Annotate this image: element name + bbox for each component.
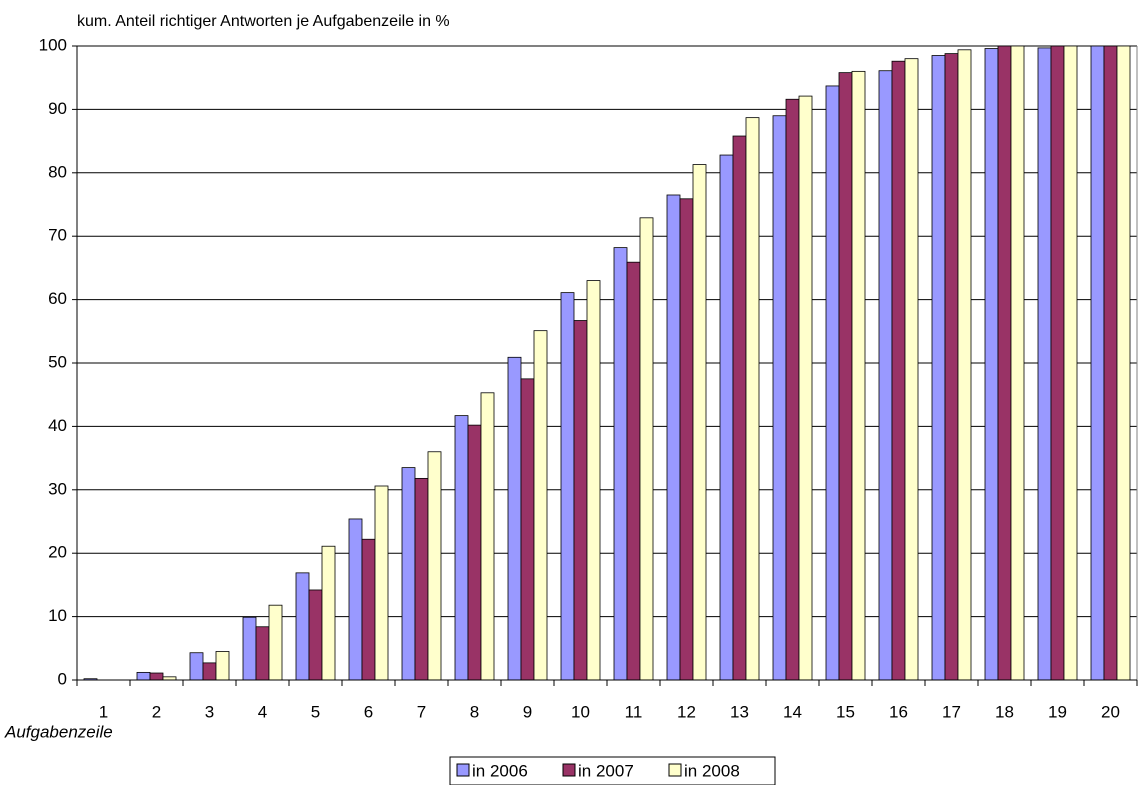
- x-tick-label: 18: [995, 702, 1014, 721]
- y-tick-label: 80: [48, 162, 67, 181]
- bar: [825, 85, 840, 681]
- y-tick-label: 70: [48, 226, 67, 245]
- bar: [613, 247, 628, 681]
- x-tick-label: 9: [523, 702, 532, 721]
- bar: [454, 415, 469, 681]
- bar: [401, 467, 416, 681]
- bar: [745, 117, 760, 681]
- bar: [679, 198, 694, 681]
- bar: [692, 164, 707, 681]
- bar: [202, 662, 217, 681]
- bar: [308, 589, 323, 681]
- bar: [268, 604, 283, 681]
- bar: [785, 98, 800, 681]
- legend-box: [449, 756, 776, 785]
- bar: [984, 48, 999, 681]
- y-tick-label: 40: [48, 416, 67, 435]
- chart-title: kum. Anteil richtiger Antworten je Aufga…: [77, 13, 450, 30]
- x-tick-label: 3: [205, 702, 214, 721]
- bar: [944, 53, 959, 681]
- bar: [242, 616, 257, 681]
- x-tick-label: 12: [677, 702, 696, 721]
- x-tick-label: 14: [783, 702, 802, 721]
- bar: [891, 60, 906, 681]
- bar: [719, 154, 734, 681]
- legend-swatch: [668, 763, 682, 777]
- x-tick-label: 10: [571, 702, 590, 721]
- bar: [573, 320, 588, 681]
- bar: [136, 671, 151, 681]
- x-tick-label: 5: [311, 702, 320, 721]
- legend-swatch: [562, 763, 576, 777]
- bar: [772, 115, 787, 681]
- y-tick-label: 20: [48, 543, 67, 562]
- x-tick-label: 2: [152, 702, 161, 721]
- bar: [374, 485, 389, 681]
- x-tick-label: 15: [836, 702, 855, 721]
- bar: [427, 451, 442, 681]
- bar: [838, 72, 853, 681]
- bar: [957, 49, 972, 681]
- bar: [639, 217, 654, 681]
- x-tick-label: 11: [625, 702, 643, 721]
- x-tick-label: 8: [470, 702, 479, 721]
- x-tick-label: 13: [730, 702, 749, 721]
- x-tick-label: 4: [258, 702, 267, 721]
- bar: [626, 261, 641, 681]
- bar: [798, 95, 813, 681]
- y-tick-label: 90: [48, 99, 67, 118]
- legend-label: in 2006: [472, 761, 528, 780]
- bar: [1010, 45, 1025, 681]
- y-tick-label: 50: [48, 352, 67, 371]
- bar: [666, 194, 681, 681]
- bar: [1116, 45, 1131, 681]
- bar: [361, 538, 376, 681]
- bar: [149, 672, 164, 681]
- bar: [904, 58, 919, 681]
- bar: [851, 70, 866, 681]
- y-tick-label: 0: [58, 669, 67, 688]
- y-tick-label: 30: [48, 479, 67, 498]
- bar: [414, 477, 429, 681]
- y-tick-label: 60: [48, 289, 67, 308]
- bar: [560, 292, 575, 681]
- bar: [586, 280, 601, 681]
- bar: [295, 572, 310, 681]
- bar: [215, 651, 230, 681]
- x-tick-label: 6: [364, 702, 373, 721]
- bar: [507, 356, 522, 681]
- x-tick-label: 20: [1101, 702, 1120, 721]
- bar: [321, 545, 336, 681]
- bar: [520, 378, 535, 681]
- bar: [732, 135, 747, 681]
- bar: [1103, 45, 1118, 681]
- x-axis-label: Aufgabenzeile: [4, 722, 113, 741]
- x-tick-label: 17: [942, 702, 961, 721]
- bar: [1037, 47, 1052, 681]
- bar: [480, 392, 495, 681]
- y-tick-label: 100: [39, 35, 67, 54]
- x-tick-label: 7: [417, 702, 426, 721]
- bar: [255, 626, 270, 681]
- bar: [1050, 45, 1065, 681]
- legend-swatch: [456, 763, 470, 777]
- x-tick-label: 16: [889, 702, 908, 721]
- x-tick-label: 1: [99, 702, 108, 721]
- legend-label: in 2007: [578, 761, 634, 780]
- bar: [189, 652, 204, 681]
- bar: [931, 55, 946, 681]
- bar: [467, 424, 482, 681]
- bar: [533, 330, 548, 681]
- y-tick-label: 10: [48, 606, 67, 625]
- legend-label: in 2008: [684, 761, 740, 780]
- bar: [878, 70, 893, 681]
- bar: [997, 45, 1012, 681]
- bar: [1063, 45, 1078, 681]
- bar: [348, 518, 363, 681]
- x-tick-label: 19: [1048, 702, 1067, 721]
- bar: [1090, 45, 1105, 681]
